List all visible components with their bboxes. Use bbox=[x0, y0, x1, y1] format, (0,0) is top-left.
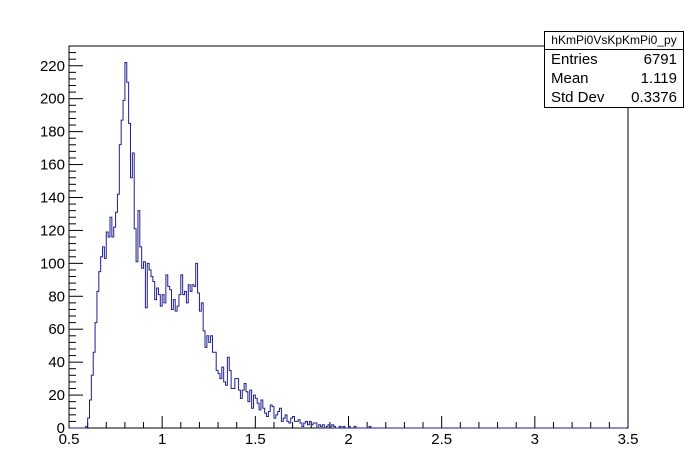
x-tick-label: 3.5 bbox=[618, 431, 639, 448]
x-tick-label: 3 bbox=[531, 431, 539, 448]
x-tick-label: 1.5 bbox=[245, 431, 266, 448]
y-tick-label: 180 bbox=[40, 124, 65, 141]
stats-row-mean: Mean 1.119 bbox=[545, 69, 683, 88]
x-axis: 0.5 1 1.5 2 2.5 3 3.5 bbox=[59, 416, 639, 448]
stats-histogram-name: hKmPi0VsKpKmPi0_py bbox=[545, 32, 683, 50]
stats-stddev-label: Std Dev bbox=[551, 89, 605, 106]
y-tick-label: 160 bbox=[40, 157, 65, 174]
y-tick-label: 60 bbox=[48, 321, 65, 338]
x-tick-label: 2 bbox=[344, 431, 352, 448]
y-axis: 0 20 40 60 80 100 120 140 160 180 200 220 bbox=[40, 45, 83, 437]
stats-mean-label: Mean bbox=[551, 70, 589, 87]
stats-entries-label: Entries bbox=[551, 51, 598, 68]
y-tick-label: 100 bbox=[40, 255, 65, 272]
stats-box: hKmPi0VsKpKmPi0_py Entries 6791 Mean 1.1… bbox=[544, 31, 684, 108]
stats-mean-value: 1.119 bbox=[640, 70, 677, 87]
y-tick-label: 220 bbox=[40, 58, 65, 75]
stats-entries-value: 6791 bbox=[643, 51, 677, 68]
histogram-line bbox=[69, 61, 627, 429]
stats-row-entries: Entries 6791 bbox=[545, 50, 683, 69]
stats-row-stddev: Std Dev 0.3376 bbox=[545, 88, 683, 107]
x-tick-label: 0.5 bbox=[59, 431, 80, 448]
y-tick-label: 20 bbox=[48, 387, 65, 404]
y-tick-label: 0 bbox=[57, 420, 65, 437]
y-tick-label: 200 bbox=[40, 91, 65, 108]
x-tick-label: 1 bbox=[158, 431, 166, 448]
x-tick-label: 2.5 bbox=[431, 431, 452, 448]
y-tick-label: 80 bbox=[48, 288, 65, 305]
y-tick-label: 40 bbox=[48, 354, 65, 371]
y-tick-label: 140 bbox=[40, 189, 65, 206]
stats-stddev-value: 0.3376 bbox=[631, 89, 677, 106]
y-tick-label: 120 bbox=[40, 222, 65, 239]
